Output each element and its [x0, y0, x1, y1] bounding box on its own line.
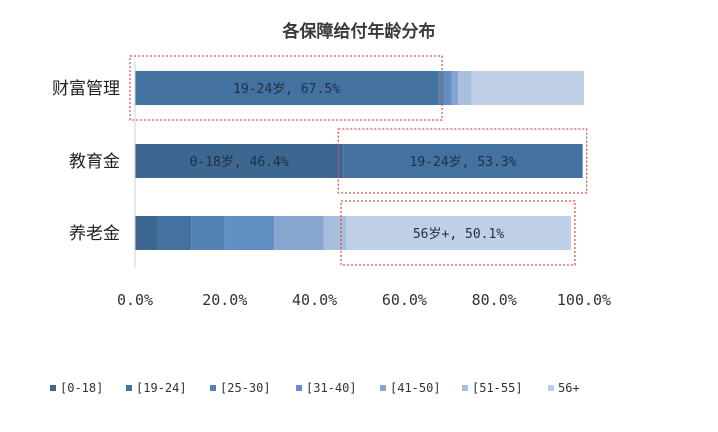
- x-tick-label: 80.0%: [472, 291, 517, 309]
- legend-label: [25-30]: [220, 381, 271, 395]
- bar-segment: [157, 216, 192, 250]
- legend-label: 56+: [558, 381, 580, 395]
- legend-swatch: [296, 385, 302, 391]
- category-label: 养老金: [69, 224, 120, 244]
- legend-swatch: [50, 385, 56, 391]
- bars-layer: [135, 71, 584, 250]
- chart-title: 各保障给付年龄分布: [282, 21, 436, 42]
- bar-segment: [323, 216, 347, 250]
- data-label: 56岁+, 50.1%: [413, 227, 504, 242]
- bar-segment: [458, 71, 472, 105]
- legend-label: [0-18]: [60, 381, 103, 395]
- data-labels-layer: 19-24岁, 67.5% 0-18岁, 46.4% 19-24岁, 53.3% 56…: [190, 82, 517, 242]
- bar-segment: [471, 71, 584, 105]
- category-label: 教育金: [69, 152, 120, 172]
- legend-label: [51-55]: [472, 381, 523, 395]
- category-label: 财富管理: [52, 79, 120, 99]
- x-tick-label: 0.0%: [117, 291, 153, 309]
- x-tick-label: 20.0%: [202, 291, 247, 309]
- data-label: 0-18岁, 46.4%: [190, 155, 289, 170]
- bar-segment: [451, 71, 459, 105]
- bar-segment: [224, 216, 275, 250]
- legend-label: [41-50]: [390, 381, 441, 395]
- legend-swatch: [126, 385, 132, 391]
- highlight-box: [337, 128, 588, 194]
- bar-segment: [135, 71, 439, 105]
- x-tick-label: 60.0%: [382, 291, 427, 309]
- bar-segment: [444, 71, 452, 105]
- x-tick-labels: 0.0% 20.0% 40.0% 60.0% 80.0% 100.0%: [117, 291, 611, 309]
- bar-segment: [343, 144, 583, 178]
- legend-swatch: [548, 385, 554, 391]
- x-tick-label: 40.0%: [292, 291, 337, 309]
- bar-segment: [274, 216, 324, 250]
- highlight-box: [129, 55, 443, 121]
- bar-segment: [346, 216, 571, 250]
- legend-swatch: [462, 385, 468, 391]
- bar-segment: [191, 216, 225, 250]
- x-tick-label: 100.0%: [557, 291, 611, 309]
- bar-segment: [135, 216, 158, 250]
- highlight-boxes-layer: [129, 55, 588, 266]
- legend-swatch: [210, 385, 216, 391]
- legend: [0-18] [19-24] [25-30] [31-40] [41-50] [51-55…: [50, 381, 580, 395]
- legend-label: [31-40]: [306, 381, 357, 395]
- data-label: 19-24岁, 67.5%: [233, 82, 340, 97]
- bar-segment: [135, 144, 344, 178]
- highlight-box: [340, 200, 576, 266]
- legend-label: [19-24]: [136, 381, 187, 395]
- legend-swatch: [380, 385, 386, 391]
- data-label: 19-24岁, 53.3%: [410, 155, 517, 170]
